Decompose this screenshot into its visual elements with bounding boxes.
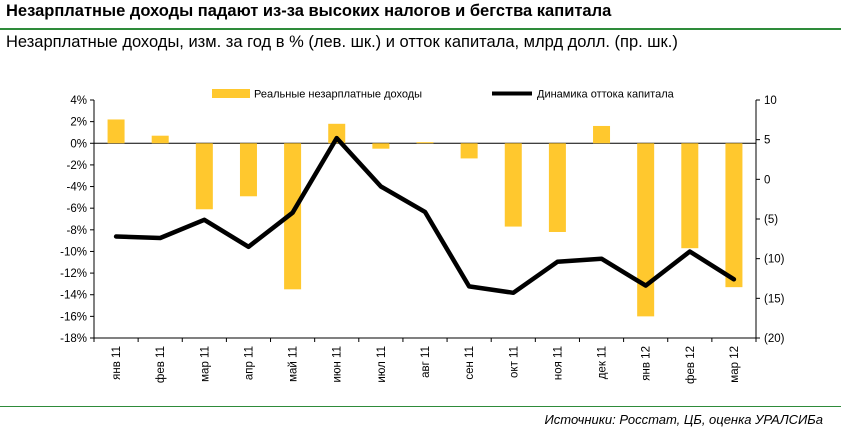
category-label: фев 11 xyxy=(155,346,167,383)
category-label: ноя 11 xyxy=(552,346,564,380)
income-bar xyxy=(460,143,478,159)
chart-subtitle: Незарплатные доходы, изм. за год в % (ле… xyxy=(6,33,678,51)
category-label: фев 12 xyxy=(685,346,697,384)
chart-axes xyxy=(90,99,760,342)
category-label: апр 11 xyxy=(243,346,255,380)
income-bar xyxy=(107,119,125,144)
left-tick-label: -10% xyxy=(60,246,87,258)
right-tick-label: 5 xyxy=(764,135,770,147)
tick-labels: 4% 2% 0% -2% -4% -6% -8% -10% -12% -14% -16% -18% 10… xyxy=(60,95,784,384)
income-bar xyxy=(416,142,434,144)
category-label: сен 11 xyxy=(464,346,476,380)
income-bar xyxy=(548,143,566,232)
left-tick-label: 0% xyxy=(70,138,87,150)
left-tick-label: 2% xyxy=(70,117,87,129)
income-bar xyxy=(504,143,522,227)
category-label: янв 11 xyxy=(111,346,123,380)
category-label: мар 11 xyxy=(199,346,211,382)
left-tick-label: -8% xyxy=(67,225,87,237)
category-label: май 11 xyxy=(288,346,300,382)
category-label: окт 11 xyxy=(508,346,520,378)
left-tick-label: -14% xyxy=(60,290,87,302)
legend: Реальные незарплатные доходы Динамика отт… xyxy=(212,89,675,101)
left-tick-label: 4% xyxy=(70,95,87,107)
legend-bar-label: Реальные незарплатные доходы xyxy=(254,89,422,101)
category-label: июл 11 xyxy=(376,346,388,383)
header-rule xyxy=(0,28,841,30)
left-tick-label: -4% xyxy=(67,182,87,194)
capital-outflow-line xyxy=(113,135,737,296)
income-bar xyxy=(637,143,655,317)
category-label: авг 11 xyxy=(420,346,432,378)
right-tick-label: (15) xyxy=(764,293,785,305)
chart-title: Незарплатные доходы падают из-за высоких… xyxy=(6,2,612,20)
left-tick-label: -12% xyxy=(60,268,87,280)
category-label: июн 11 xyxy=(332,346,344,383)
line-series xyxy=(113,135,737,296)
legend-bar-swatch xyxy=(212,89,250,98)
category-label: мар 12 xyxy=(729,346,741,383)
income-bar xyxy=(195,143,213,210)
bar-series xyxy=(107,119,743,317)
right-tick-label: 10 xyxy=(764,95,777,107)
right-tick-label: (10) xyxy=(764,254,785,266)
left-tick-label: -2% xyxy=(67,160,87,172)
income-bar xyxy=(593,125,611,144)
footer-rule xyxy=(0,406,841,407)
left-tick-label: -18% xyxy=(60,333,87,345)
left-tick-label: -6% xyxy=(67,203,87,215)
income-bar xyxy=(151,135,169,144)
income-bar xyxy=(725,143,743,288)
legend-line-label: Динамика оттока капитала xyxy=(537,89,675,101)
right-tick-label: 0 xyxy=(764,174,770,186)
income-bar xyxy=(372,143,390,149)
right-tick-label: (5) xyxy=(764,214,778,226)
income-bar xyxy=(681,143,699,249)
combo-chart: Реальные незарплатные доходы Динамика отт… xyxy=(60,89,784,384)
income-bar xyxy=(284,143,302,290)
right-tick-label: (20) xyxy=(764,333,785,345)
category-label: дек 11 xyxy=(597,346,609,379)
income-bar xyxy=(239,143,257,197)
category-label: янв 12 xyxy=(641,346,653,381)
source-note: Источники: Росстат, ЦБ, оценка УРАЛСИБа xyxy=(544,412,824,427)
left-tick-label: -16% xyxy=(60,311,87,323)
income-bar xyxy=(328,123,346,144)
